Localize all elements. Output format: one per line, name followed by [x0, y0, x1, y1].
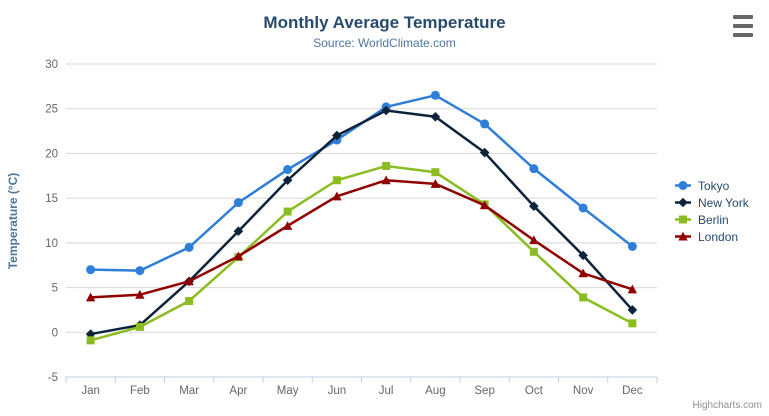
legend-label: Tokyo: [698, 178, 730, 193]
series-marker-new-york[interactable]: [627, 305, 638, 315]
series-marker-tokyo[interactable]: [135, 266, 145, 276]
series-marker-tokyo[interactable]: [233, 198, 243, 208]
legend-marker-icon-square: [675, 215, 691, 224]
legend-item-berlin[interactable]: Berlin: [675, 211, 749, 228]
series-marker-berlin[interactable]: [529, 247, 538, 256]
series-marker-london[interactable]: [85, 292, 96, 302]
x-axis-tick-label: Nov: [573, 385, 594, 397]
hamburger-icon: [733, 24, 753, 28]
series-line-tokyo[interactable]: [89, 94, 634, 272]
series-marker-london[interactable]: [381, 175, 391, 185]
series-marker-new-york[interactable]: [282, 175, 293, 186]
series-marker-berlin[interactable]: [332, 176, 341, 185]
series-line-london[interactable]: [89, 179, 634, 299]
credits-link[interactable]: Highcharts.com: [692, 400, 762, 411]
series-marker-berlin[interactable]: [431, 168, 440, 177]
legend: Tokyo New York Berlin London: [675, 177, 749, 245]
x-axis-tick-label: Sep: [474, 385, 494, 397]
x-axis-tick-label: Apr: [229, 385, 247, 397]
series-marker-tokyo[interactable]: [430, 90, 440, 100]
series-marker-new-york[interactable]: [578, 250, 588, 261]
series-marker-new-york[interactable]: [479, 147, 490, 158]
series-marker-london[interactable]: [282, 221, 293, 230]
series-marker-berlin[interactable]: [579, 293, 588, 302]
series-marker-new-york[interactable]: [85, 329, 96, 339]
series-marker-new-york[interactable]: [233, 226, 244, 237]
series-marker-london[interactable]: [479, 200, 490, 210]
series-marker-london[interactable]: [135, 289, 145, 299]
y-axis-tick-label: 20: [45, 148, 58, 160]
series-marker-london[interactable]: [627, 284, 638, 294]
legend-marker-london[interactable]: [678, 231, 688, 241]
hamburger-icon: [733, 33, 753, 37]
y-axis-tick-label: 15: [45, 193, 58, 205]
x-axis-tick-label: Jun: [328, 385, 347, 397]
legend-label: Berlin: [698, 212, 729, 227]
series-marker-tokyo[interactable]: [480, 119, 490, 129]
y-axis-tick-label: 0: [52, 327, 58, 339]
hamburger-icon: [733, 15, 753, 19]
series-marker-new-york[interactable]: [529, 201, 539, 211]
chart-title: Monthly Average Temperature: [263, 13, 506, 32]
series-marker-new-york[interactable]: [332, 130, 342, 141]
series-marker-tokyo[interactable]: [184, 242, 194, 252]
series-marker-berlin[interactable]: [382, 161, 391, 170]
y-axis-tick-label: 10: [45, 238, 58, 250]
y-axis-tick-label: -5: [48, 372, 58, 384]
y-axis-title: Temperature (°C): [6, 172, 20, 270]
legend-marker-tokyo[interactable]: [678, 181, 688, 190]
legend-item-new-york[interactable]: New York: [675, 194, 749, 211]
series-marker-london[interactable]: [332, 191, 342, 201]
y-axis-tick-label: 30: [45, 59, 58, 71]
series-marker-new-york[interactable]: [430, 111, 441, 122]
series-marker-london[interactable]: [233, 251, 244, 261]
x-axis-tick-label: Feb: [130, 385, 150, 397]
y-axis-tick-label: 5: [52, 283, 58, 295]
series-marker-berlin[interactable]: [185, 296, 194, 305]
legend-marker-icon-circle: [675, 181, 691, 190]
chart-subtitle: Source: WorldClimate.com: [313, 36, 456, 50]
legend-item-london[interactable]: London: [675, 228, 749, 245]
y-axis-tick-label: 25: [45, 104, 58, 116]
legend-marker-berlin[interactable]: [679, 215, 687, 224]
series-marker-tokyo[interactable]: [86, 265, 96, 275]
x-axis-tick-label: May: [277, 385, 299, 397]
series-marker-berlin[interactable]: [86, 336, 95, 345]
x-axis-tick-label: Jul: [379, 385, 394, 397]
series-marker-london[interactable]: [184, 276, 194, 286]
legend-label: London: [698, 229, 739, 244]
series-marker-berlin[interactable]: [283, 207, 292, 216]
x-axis-tick-label: Dec: [622, 385, 643, 397]
legend-marker-icon-diamond: [675, 197, 691, 208]
series-marker-tokyo[interactable]: [529, 164, 539, 174]
series-marker-berlin[interactable]: [135, 322, 144, 331]
series-line-new-york[interactable]: [89, 109, 634, 336]
series-marker-berlin[interactable]: [628, 319, 637, 328]
legend-item-tokyo[interactable]: Tokyo: [675, 177, 749, 194]
series-marker-tokyo[interactable]: [627, 241, 637, 251]
legend-label: New York: [698, 195, 749, 210]
series-marker-london[interactable]: [529, 235, 539, 245]
x-axis-tick-label: Mar: [179, 385, 199, 397]
legend-marker-new-york[interactable]: [678, 197, 688, 208]
export-menu-button[interactable]: [733, 15, 753, 37]
series-marker-tokyo[interactable]: [283, 165, 293, 175]
series-marker-london[interactable]: [430, 179, 441, 188]
series-marker-tokyo[interactable]: [578, 203, 588, 213]
x-axis-tick-label: Aug: [425, 385, 445, 397]
series-marker-new-york[interactable]: [381, 105, 391, 116]
legend-marker-icon-triangle: [675, 231, 691, 241]
x-axis-tick-label: Oct: [525, 385, 544, 397]
series-marker-london[interactable]: [578, 268, 588, 278]
series-line-berlin[interactable]: [89, 164, 634, 342]
x-axis-tick-label: Jan: [81, 385, 100, 397]
